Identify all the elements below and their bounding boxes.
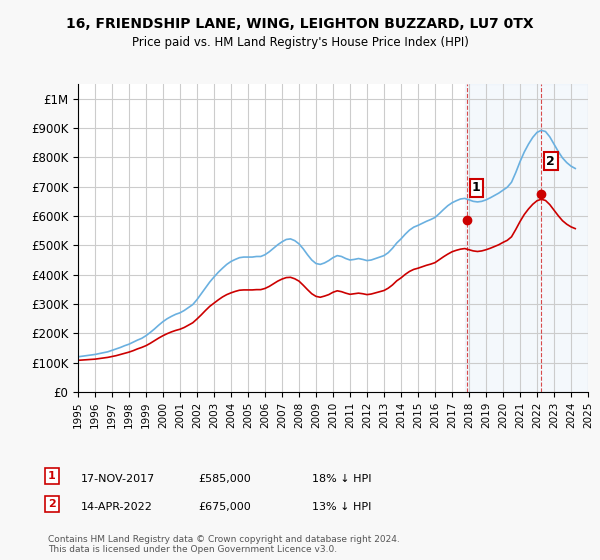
Text: 1: 1 bbox=[472, 181, 481, 194]
Text: 16, FRIENDSHIP LANE, WING, LEIGHTON BUZZARD, LU7 0TX: 16, FRIENDSHIP LANE, WING, LEIGHTON BUZZ… bbox=[66, 17, 534, 31]
Text: 18% ↓ HPI: 18% ↓ HPI bbox=[312, 474, 371, 484]
Bar bbox=[465, 84, 588, 392]
Text: Contains HM Land Registry data © Crown copyright and database right 2024.
This d: Contains HM Land Registry data © Crown c… bbox=[48, 535, 400, 554]
Text: £675,000: £675,000 bbox=[198, 502, 251, 512]
Text: 2: 2 bbox=[48, 499, 56, 509]
Text: 1: 1 bbox=[48, 471, 56, 481]
Text: £585,000: £585,000 bbox=[198, 474, 251, 484]
Text: 2: 2 bbox=[547, 155, 555, 167]
Text: 13% ↓ HPI: 13% ↓ HPI bbox=[312, 502, 371, 512]
Text: Price paid vs. HM Land Registry's House Price Index (HPI): Price paid vs. HM Land Registry's House … bbox=[131, 36, 469, 49]
Text: 17-NOV-2017: 17-NOV-2017 bbox=[81, 474, 155, 484]
Text: 14-APR-2022: 14-APR-2022 bbox=[81, 502, 153, 512]
